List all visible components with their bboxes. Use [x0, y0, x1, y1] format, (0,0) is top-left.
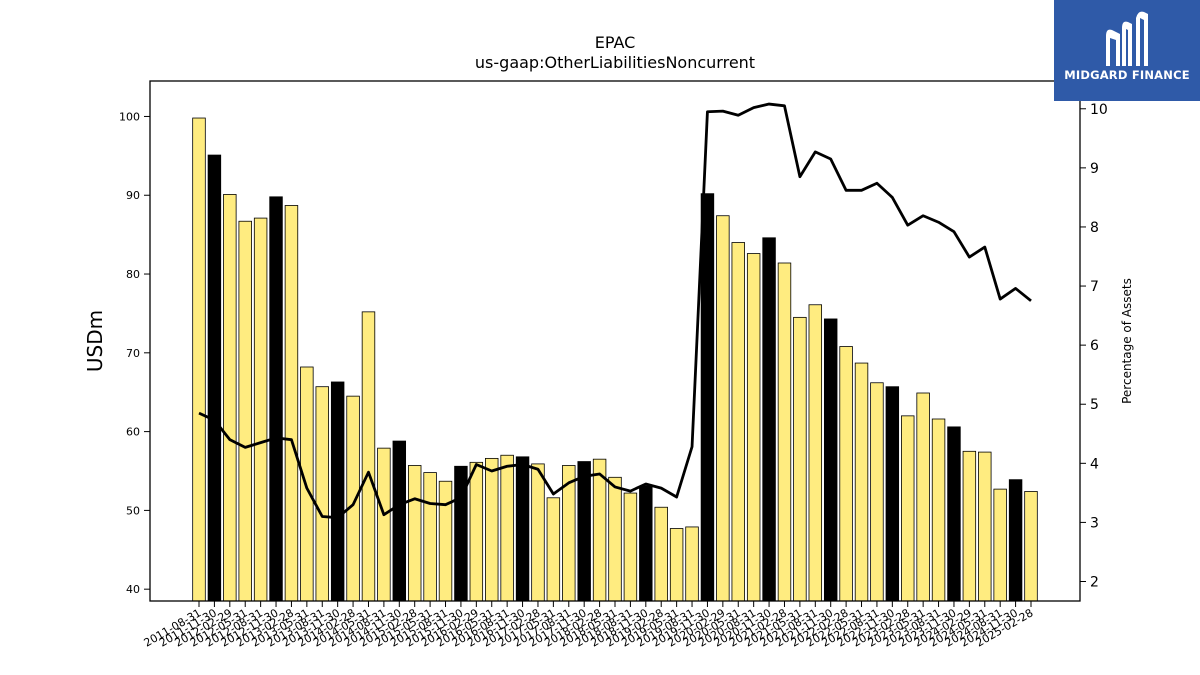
bar-2015-08-31 [438, 480, 453, 602]
bar-2014-11-30 [392, 440, 407, 602]
logo-text: MIDGARD FINANCE [1064, 68, 1190, 82]
bar-2023-08-31 [931, 418, 946, 602]
right-axis-ticks: 2 3 4 5 6 7 8 9 10 [1080, 102, 1108, 591]
bar-2012-11-30 [269, 196, 283, 602]
bar-2019-11-30 [700, 193, 715, 602]
bar-2017-05-31 [546, 497, 561, 602]
bar-2016-11-30 [515, 456, 530, 602]
bar-2016-08-31 [500, 454, 514, 602]
y-tick-label: 60 [126, 426, 140, 439]
y2-tick-label: 8 [1090, 220, 1099, 236]
y2-tick-label: 10 [1090, 102, 1108, 118]
bar-2020-05-31 [731, 242, 745, 602]
bar-2020-02-29 [716, 215, 730, 602]
bar-2019-08-31 [685, 526, 699, 602]
bar-2013-11-30 [330, 381, 345, 602]
bar-2012-02-29 [223, 194, 237, 602]
bar-2014-08-31 [377, 447, 391, 602]
bar-2024-05-31 [978, 451, 992, 602]
y2-tick-label: 4 [1090, 456, 1099, 472]
y-tick-label: 80 [126, 268, 140, 281]
bar-2012-08-31 [253, 217, 268, 602]
bar-2011-08-31 [192, 117, 206, 602]
y-tick-label: 50 [126, 504, 140, 517]
bar-2023-11-30 [947, 426, 961, 602]
y2-tick-label: 5 [1090, 397, 1099, 413]
bar-2024-11-30 [1008, 479, 1023, 602]
bar-2018-11-30 [639, 485, 653, 602]
bar-2011-11-30 [207, 154, 222, 602]
bar-2022-08-31 [870, 382, 884, 602]
bar-2021-11-30 [823, 318, 838, 602]
chart-title: EPAC [595, 33, 636, 52]
logo-mark-icon [1106, 11, 1148, 67]
y2-axis-label: Percentage of Assets [1120, 278, 1134, 404]
y2-tick-label: 3 [1090, 515, 1099, 531]
bar-2021-02-28 [777, 262, 792, 602]
percentage-line [198, 102, 1032, 520]
bar-2018-02-28 [592, 458, 607, 602]
chart-subtitle: us-gaap:OtherLiabilitiesNoncurrent [475, 53, 755, 72]
y2-tick-label: 9 [1090, 161, 1099, 177]
bar-2013-08-31 [315, 386, 329, 602]
percentage-line-series [198, 102, 1032, 520]
bar-2012-05-31 [238, 220, 252, 602]
y-axis-label: USDm [83, 310, 107, 372]
bar-2024-02-29 [962, 450, 977, 602]
y-tick-label: 70 [126, 347, 140, 360]
bar-2022-05-31 [854, 362, 869, 602]
bar-2020-08-31 [746, 253, 761, 602]
bar-2021-05-31 [793, 316, 807, 602]
bar-2022-02-28 [839, 346, 853, 602]
bar-2017-11-30 [577, 461, 591, 602]
bar-2023-05-31 [916, 392, 930, 602]
bar-series [192, 117, 1038, 602]
bar-2014-05-31 [361, 311, 376, 602]
bar-2015-05-31 [423, 472, 437, 602]
bar-2019-02-28 [654, 506, 668, 602]
bar-2022-11-30 [885, 386, 900, 602]
y-tick-label: 100 [119, 110, 140, 123]
y2-tick-label: 2 [1090, 575, 1099, 591]
bar-2016-02-29 [469, 461, 484, 602]
bar-2017-02-28 [531, 463, 545, 602]
bar-2021-08-31 [808, 304, 823, 602]
bar-2019-05-31 [669, 528, 684, 602]
bar-2015-02-28 [407, 465, 422, 602]
y2-tick-label: 6 [1090, 338, 1099, 354]
x-axis-ticks: 2011-08-312011-11-302012-02-292012-05-31… [142, 601, 1036, 650]
bar-2018-05-31 [608, 476, 622, 602]
bar-2023-02-28 [901, 415, 915, 602]
bar-2013-02-28 [284, 205, 299, 602]
y2-tick-label: 7 [1090, 279, 1099, 295]
bar-2016-05-31 [485, 457, 499, 602]
bar-2024-08-31 [993, 488, 1007, 602]
left-axis-ticks: 40 50 60 70 80 90 100 [119, 110, 150, 596]
bar-2020-11-30 [762, 237, 776, 602]
bar-2025-02-28 [1024, 491, 1038, 602]
midgard-finance-logo: MIDGARD FINANCE [1054, 0, 1200, 101]
y-tick-label: 90 [126, 189, 140, 202]
bar-2018-08-31 [623, 492, 638, 602]
y-tick-label: 40 [126, 583, 140, 596]
